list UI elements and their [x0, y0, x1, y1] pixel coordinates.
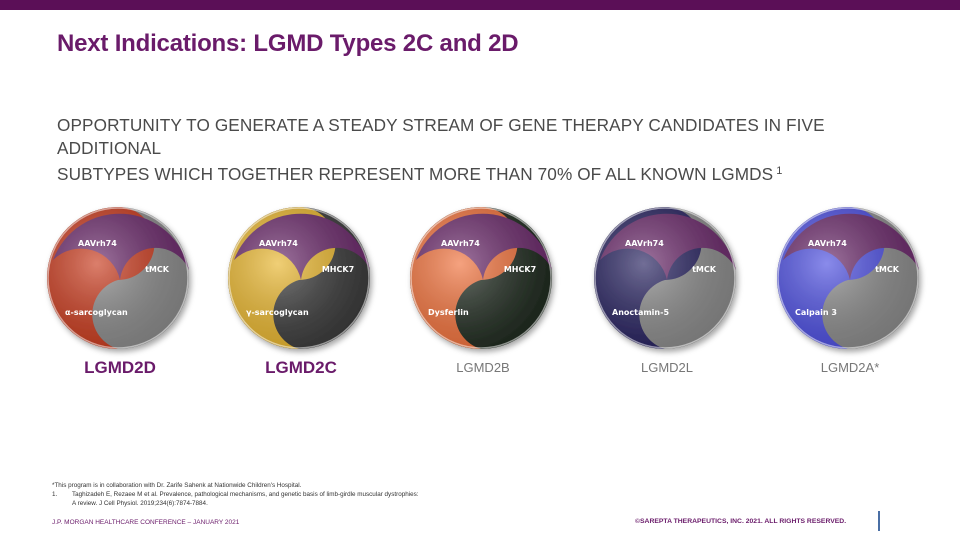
construct-diagram: AAVrh74 MHCK7 γ-sarcoglycan [228, 207, 370, 349]
subtype-name: LGMD2L [640, 360, 694, 375]
footnote-ref-line-2: A review. J Cell Physiol. 2019;234(6):78… [72, 500, 208, 507]
subtype-name: LGMD2D [84, 358, 156, 377]
vector-label: AAVrh74 [441, 239, 480, 248]
promoter-label: MHCK7 [322, 265, 354, 274]
vector-label: AAVrh74 [78, 239, 117, 248]
promoter-label: tMCK [875, 265, 900, 274]
construct-diagram: AAVrh74 MHCK7 Dysferlin [410, 207, 552, 349]
vector-label: AAVrh74 [808, 239, 847, 248]
promoter-label: MHCK7 [504, 265, 536, 274]
footnote-ref-line-1: Taghizadeh E, Rezaee M et al. Prevalence… [72, 491, 419, 498]
slide-title: Next Indications: LGMD Types 2C and 2D [57, 30, 519, 57]
subtitle-footnote-mark: 1 [776, 165, 783, 177]
construct-diagram: AAVrh74 tMCK Calpain 3 [777, 207, 919, 349]
vector-label: AAVrh74 [259, 239, 298, 248]
construct-diagram: AAVrh74 tMCK Anoctamin-5 [594, 207, 736, 349]
candidate-4: AAVrh74 tMCK Anoctamin-5 LGMD2L [592, 200, 742, 400]
footnote-number: 1. [52, 491, 58, 498]
candidate-3: AAVrh74 MHCK7 Dysferlin LGMD2B [408, 200, 558, 400]
footer-divider [878, 511, 880, 531]
copyright: ©SAREPTA THERAPEUTICS, INC. 2021. ALL RI… [635, 518, 847, 525]
candidate-5: AAVrh74 tMCK Calpain 3 LGMD2A* [775, 200, 925, 400]
transgene-label: α-sarcoglycan [65, 308, 128, 317]
footnote-reference: 1. Taghizadeh E, Rezaee M et al. Prevale… [52, 490, 419, 499]
footnote-star: *This program is in collaboration with D… [52, 482, 302, 489]
slide-subtitle: OPPORTUNITY TO GENERATE A STEADY STREAM … [57, 114, 917, 186]
conference-label: J.P. MORGAN HEALTHCARE CONFERENCE – JANU… [52, 519, 240, 526]
subtitle-line-2: SUBTYPES WHICH TOGETHER REPRESENT MORE T… [57, 164, 774, 184]
transgene-label: γ-sarcoglycan [246, 308, 309, 317]
top-accent-bar [0, 0, 960, 10]
subtitle-line-1: OPPORTUNITY TO GENERATE A STEADY STREAM … [57, 115, 825, 158]
vector-label: AAVrh74 [625, 239, 664, 248]
subtype-name: LGMD2A* [820, 360, 880, 375]
transgene-label: Calpain 3 [795, 308, 837, 317]
candidate-1: AAVrh74 tMCK α-sarcoglycan LGMD2D [45, 200, 195, 400]
transgene-label: Dysferlin [428, 308, 469, 317]
promoter-label: tMCK [145, 265, 170, 274]
promoter-label: tMCK [692, 265, 717, 274]
candidate-2: AAVrh74 MHCK7 γ-sarcoglycan LGMD2C [226, 200, 376, 400]
subtype-name: LGMD2B [456, 360, 510, 375]
subtype-name: LGMD2C [265, 358, 337, 377]
transgene-label: Anoctamin-5 [612, 308, 669, 317]
construct-diagram: AAVrh74 tMCK α-sarcoglycan [47, 207, 189, 349]
footnotes: *This program is in collaboration with D… [52, 481, 419, 508]
